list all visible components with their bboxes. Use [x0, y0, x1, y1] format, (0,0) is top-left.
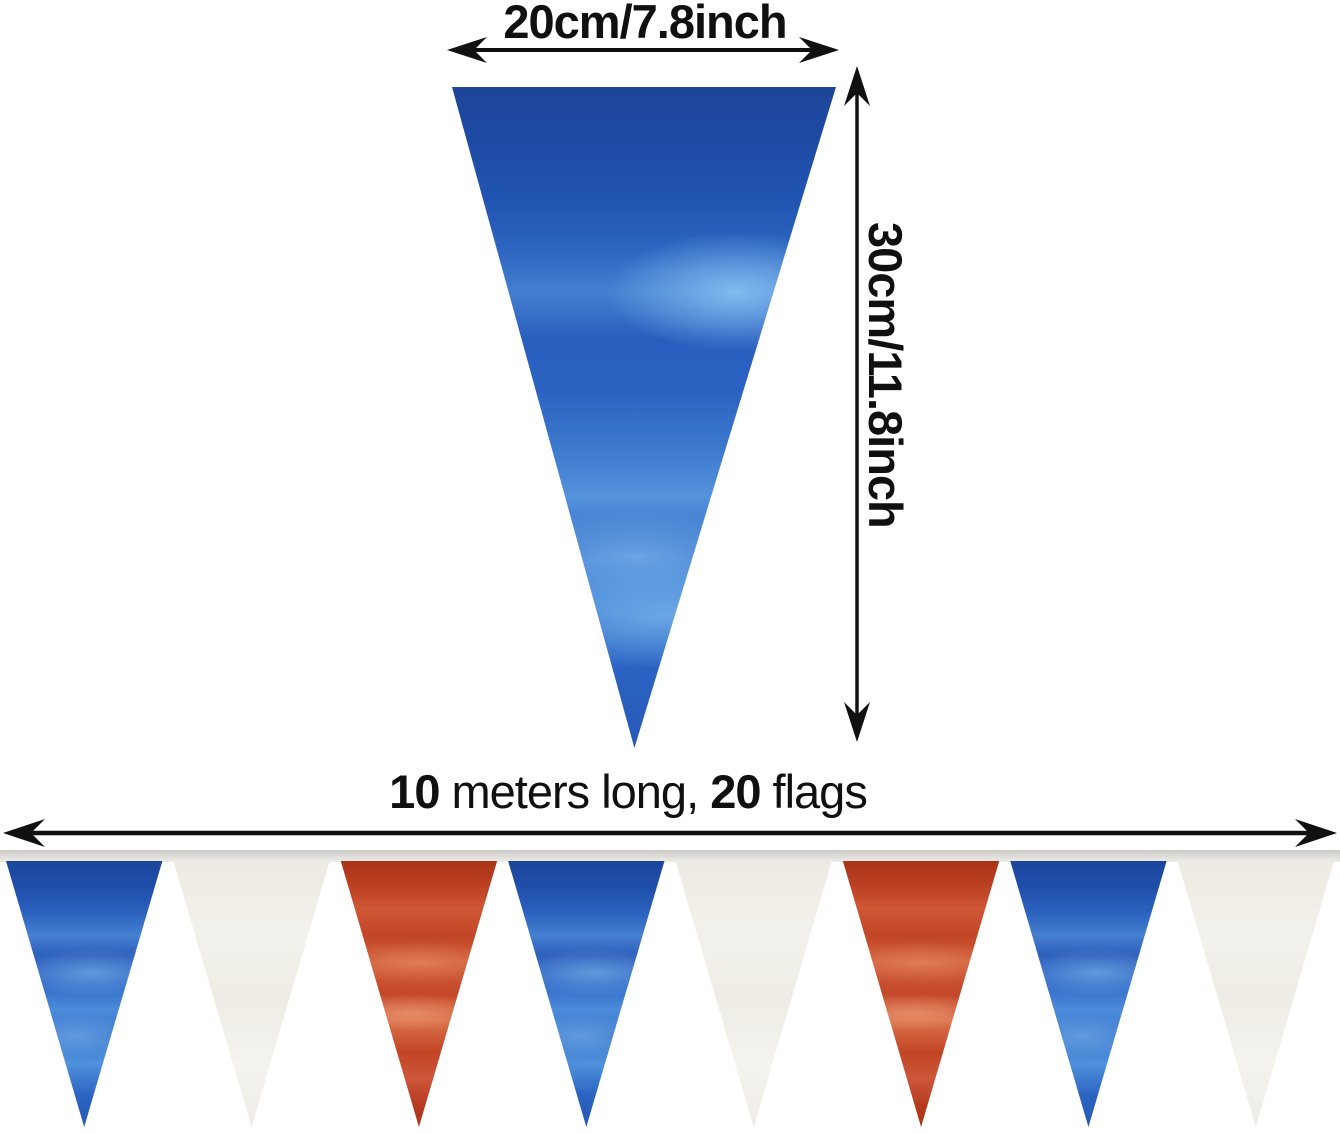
flag-string: [0, 861, 1340, 1127]
banner-flag-count: 20: [710, 765, 761, 818]
height-dimension-arrow: [844, 66, 870, 742]
banner-string-ribbon: [0, 850, 1340, 862]
banner-length-arrow: [3, 819, 1337, 847]
pennant-flag-blue: [1010, 861, 1167, 1127]
pennant-flag-red: [842, 861, 1000, 1127]
flag-height-label: 30cm/11.8inch: [859, 222, 912, 528]
banner-length-label: 10 meters long, 20 flags: [389, 764, 868, 819]
flag-width-label: 20cm/7.8inch: [503, 0, 787, 48]
pennant-flag-white: [1177, 861, 1334, 1127]
pennant-flag-white: [173, 861, 330, 1127]
pennant-flag-blue: [508, 861, 665, 1127]
width-dimension-arrow: [447, 37, 839, 63]
banner-flags-text: flags: [760, 765, 868, 818]
banner-length-text: meters long,: [439, 765, 711, 818]
pennant-flag-white: [675, 861, 832, 1127]
pennant-flag-large-blue: [452, 87, 836, 748]
pennant-flag-blue: [6, 861, 163, 1127]
banner-length-value: 10: [389, 765, 440, 818]
pennant-flag-red: [340, 861, 498, 1127]
